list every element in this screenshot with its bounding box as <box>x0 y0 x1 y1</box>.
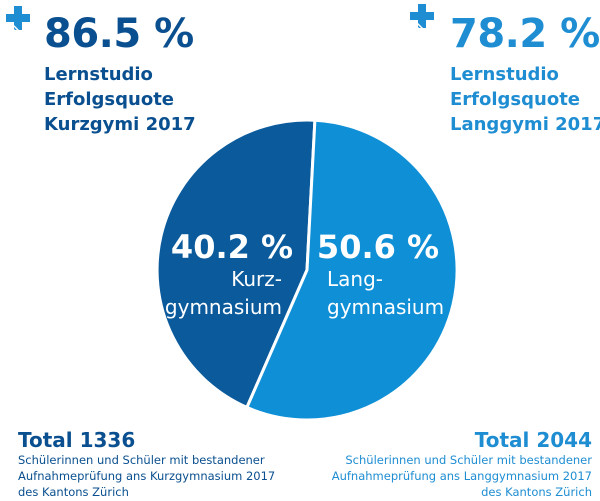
kurz-category-label-line2: gymnasium <box>165 295 282 319</box>
kurz-total-title: Total 1336 <box>18 428 136 452</box>
lang-category-label-line2: gymnasium <box>327 295 444 319</box>
caption-line: Langgymi 2017 <box>450 114 600 135</box>
kurz-total-desc-line: Aufnahmeprüfung ans Kurzgymnasium 2017 <box>18 469 276 483</box>
langgymi-success-rate: 78.2 % Lernstudio Erfolgsquote Langgymi … <box>450 10 600 137</box>
lang-total-title: Total 2044 <box>474 428 592 452</box>
pie-slice-kurzgymnasium <box>155 118 317 410</box>
lang-total-desc-line: des Kantons Zürich <box>481 485 592 499</box>
kurzgymi-success-value: 86.5 % <box>44 11 194 57</box>
langgymi-success-value: 78.2 % <box>450 11 600 57</box>
caption-line: Kurzgymi 2017 <box>44 114 196 135</box>
caption-line: Erfolgsquote <box>450 89 581 110</box>
langgymi-success-caption: Lernstudio Erfolgsquote Langgymi 2017 <box>450 62 600 137</box>
kurzgymi-success-caption: Lernstudio Erfolgsquote Kurzgymi 2017 <box>44 62 196 137</box>
kurz-total-desc-line: des Kantons Zürich <box>18 485 129 499</box>
lang-total-desc-line: Aufnahmeprüfung ans Langgymnasium 2017 <box>331 469 592 483</box>
lang-total-desc-line: Schülerinnen und Schüler mit bestandener <box>345 453 592 467</box>
kurz-category-label-line1: Kurz- <box>231 267 282 291</box>
kurz-percentage-label: 40.2 % <box>171 228 293 266</box>
langgymnasium-total: Total 2044 Schülerinnen und Schüler mit … <box>332 428 592 500</box>
lang-category-label-line1: Lang- <box>327 267 383 291</box>
lang-percentage-label: 50.6 % <box>317 228 439 266</box>
swiss-cross-logo-icon <box>410 4 434 30</box>
caption-line: Erfolgsquote <box>44 89 175 110</box>
caption-line: Lernstudio <box>44 64 153 85</box>
caption-line: Lernstudio <box>450 64 559 85</box>
kurzgymi-success-rate: 86.5 % Lernstudio Erfolgsquote Kurzgymi … <box>44 10 196 137</box>
pie-slice-langgymnasium <box>244 118 459 422</box>
swiss-cross-logo-icon <box>6 6 30 32</box>
kurz-total-desc-line: Schülerinnen und Schüler mit bestandener <box>18 453 265 467</box>
kurzgymnasium-total: Total 1336 Schülerinnen und Schüler mit … <box>18 428 275 500</box>
